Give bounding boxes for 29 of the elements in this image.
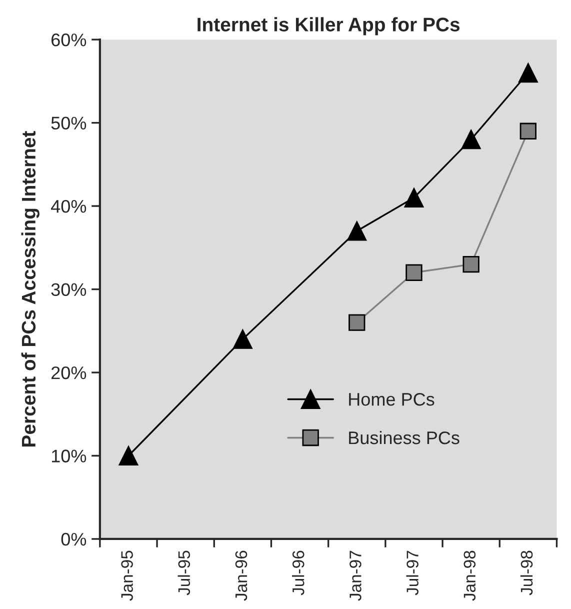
x-tick-label: Jan-98 <box>464 550 476 601</box>
x-tick-label: Jul-97 <box>406 550 418 596</box>
point <box>462 256 480 273</box>
point <box>232 329 252 349</box>
y-tick-label: 50% <box>51 116 86 130</box>
x-tick-label: Jan-96 <box>235 550 248 601</box>
y-tick-label: 20% <box>52 366 86 380</box>
x-tick-label: Jul-96 <box>292 550 304 596</box>
y-tick-label: 10% <box>52 450 86 462</box>
chart-title: Internet is Killer App for PCs <box>198 17 460 36</box>
point <box>347 221 367 241</box>
point <box>404 188 424 208</box>
y-axis-title: Percent of PCs Accessing Internet <box>21 131 40 446</box>
point <box>518 63 538 83</box>
point <box>348 314 366 331</box>
y-tick-label: 40% <box>51 200 86 213</box>
legend-label: Business PCs <box>349 430 460 444</box>
y-tick-label: 60% <box>52 34 86 46</box>
point <box>520 122 537 140</box>
point <box>118 446 138 466</box>
point <box>406 264 422 281</box>
x-tick-label: Jul-95 <box>178 550 190 596</box>
x-tick-label: Jan-95 <box>121 550 133 601</box>
legend-label: Home PCs <box>349 392 434 406</box>
y-tick-label: 30% <box>51 283 86 296</box>
y-tick-label: 0% <box>61 532 86 546</box>
x-tick-label: Jul-98 <box>520 550 533 596</box>
point <box>461 130 481 150</box>
x-tick-label: Jan-97 <box>350 550 362 601</box>
